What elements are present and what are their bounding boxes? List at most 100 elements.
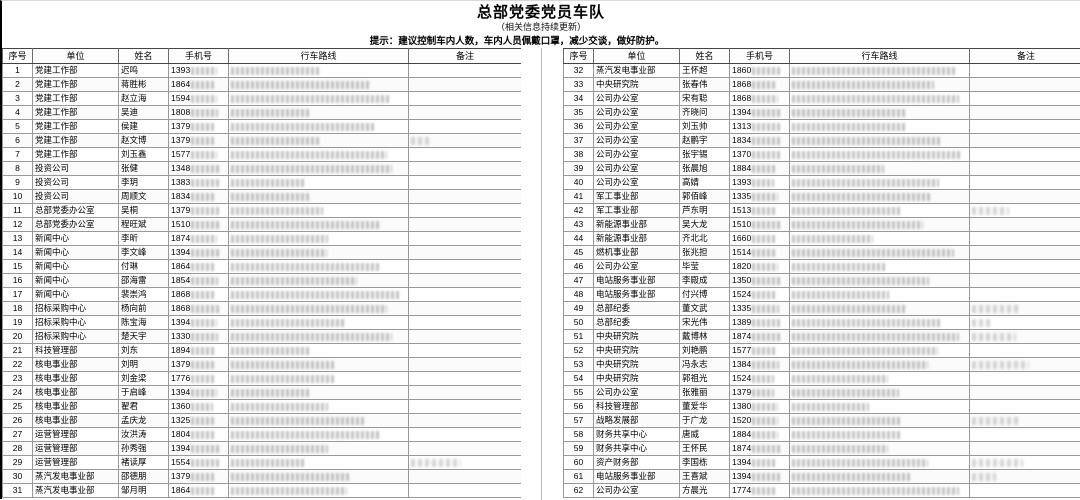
cell-index[interactable]: 61 — [564, 470, 594, 484]
cell-route[interactable] — [790, 316, 970, 330]
cell-unit[interactable]: 燃机事业部 — [594, 246, 680, 260]
cell-unit[interactable]: 新闻中心 — [33, 274, 119, 288]
cell-note[interactable] — [970, 484, 1080, 498]
cell-note[interactable] — [409, 64, 522, 78]
cell-route[interactable] — [229, 64, 409, 78]
cell-phone[interactable]: 1874 — [169, 232, 229, 246]
cell-index[interactable]: 58 — [564, 428, 594, 442]
cell-index[interactable]: 15 — [3, 260, 33, 274]
cell-name[interactable]: 付琳 — [119, 260, 169, 274]
cell-phone[interactable]: 1379 — [169, 204, 229, 218]
cell-note[interactable] — [970, 372, 1080, 386]
cell-index[interactable]: 30 — [3, 470, 33, 484]
cell-phone[interactable]: 1360 — [169, 400, 229, 414]
cell-index[interactable]: 25 — [3, 400, 33, 414]
cell-index[interactable]: 44 — [564, 232, 594, 246]
cell-route[interactable] — [229, 456, 409, 470]
cell-route[interactable] — [790, 330, 970, 344]
cell-name[interactable]: 陈宝海 — [119, 316, 169, 330]
cell-index[interactable]: 49 — [564, 302, 594, 316]
cell-unit[interactable]: 公司办公室 — [594, 92, 680, 106]
cell-note[interactable] — [970, 190, 1080, 204]
cell-note[interactable] — [970, 428, 1080, 442]
cell-note[interactable] — [409, 442, 522, 456]
cell-note[interactable] — [409, 176, 522, 190]
cell-name[interactable]: 李国栋 — [680, 456, 730, 470]
cell-unit[interactable]: 核电事业部 — [33, 400, 119, 414]
cell-unit[interactable]: 公司办公室 — [594, 260, 680, 274]
cell-index[interactable]: 34 — [564, 92, 594, 106]
cell-note[interactable] — [970, 288, 1080, 302]
cell-route[interactable] — [790, 134, 970, 148]
cell-name[interactable]: 李文峰 — [119, 246, 169, 260]
cell-route[interactable] — [229, 162, 409, 176]
cell-route[interactable] — [229, 302, 409, 316]
cell-phone[interactable]: 1854 — [169, 274, 229, 288]
cell-phone[interactable]: 1864 — [169, 78, 229, 92]
cell-note[interactable] — [409, 414, 522, 428]
cell-index[interactable]: 16 — [3, 274, 33, 288]
cell-note[interactable] — [409, 162, 522, 176]
cell-phone[interactable]: 1776 — [169, 372, 229, 386]
cell-index[interactable]: 55 — [564, 386, 594, 400]
cell-name[interactable]: 宋光伟 — [680, 316, 730, 330]
cell-name[interactable]: 张晨旭 — [680, 162, 730, 176]
cell-unit[interactable]: 总部纪委 — [594, 316, 680, 330]
cell-unit[interactable]: 中央研究院 — [594, 78, 680, 92]
cell-note[interactable] — [409, 456, 522, 470]
cell-index[interactable]: 8 — [3, 162, 33, 176]
cell-index[interactable]: 48 — [564, 288, 594, 302]
cell-phone[interactable]: 1394 — [169, 442, 229, 456]
cell-name[interactable]: 张兆担 — [680, 246, 730, 260]
cell-unit[interactable]: 蒸汽发电事业部 — [33, 484, 119, 498]
cell-note[interactable] — [409, 330, 522, 344]
cell-index[interactable]: 3 — [3, 92, 33, 106]
cell-phone[interactable]: 1370 — [730, 148, 790, 162]
cell-index[interactable]: 7 — [3, 148, 33, 162]
cell-note[interactable] — [409, 246, 522, 260]
cell-name[interactable]: 邹月明 — [119, 484, 169, 498]
cell-route[interactable] — [229, 428, 409, 442]
cell-name[interactable]: 赵文博 — [119, 134, 169, 148]
cell-index[interactable]: 24 — [3, 386, 33, 400]
cell-unit[interactable]: 新闻中心 — [33, 232, 119, 246]
cell-phone[interactable]: 1379 — [169, 358, 229, 372]
cell-note[interactable] — [970, 92, 1080, 106]
cell-route[interactable] — [229, 148, 409, 162]
cell-name[interactable]: 赵立海 — [119, 92, 169, 106]
cell-route[interactable] — [790, 120, 970, 134]
cell-unit[interactable]: 中央研究院 — [594, 372, 680, 386]
cell-route[interactable] — [790, 204, 970, 218]
cell-route[interactable] — [229, 106, 409, 120]
cell-unit[interactable]: 运营管理部 — [33, 442, 119, 456]
cell-name[interactable]: 刘明 — [119, 358, 169, 372]
cell-index[interactable]: 11 — [3, 204, 33, 218]
cell-unit[interactable]: 核电事业部 — [33, 358, 119, 372]
cell-index[interactable]: 43 — [564, 218, 594, 232]
cell-name[interactable]: 程旺斌 — [119, 218, 169, 232]
cell-name[interactable]: 冯永志 — [680, 358, 730, 372]
cell-route[interactable] — [229, 120, 409, 134]
cell-note[interactable] — [970, 162, 1080, 176]
cell-name[interactable]: 唐威 — [680, 428, 730, 442]
cell-index[interactable]: 46 — [564, 260, 594, 274]
cell-note[interactable] — [970, 232, 1080, 246]
cell-unit[interactable]: 公司办公室 — [594, 484, 680, 498]
cell-phone[interactable]: 1834 — [730, 134, 790, 148]
cell-note[interactable] — [970, 470, 1080, 484]
cell-note[interactable] — [409, 106, 522, 120]
